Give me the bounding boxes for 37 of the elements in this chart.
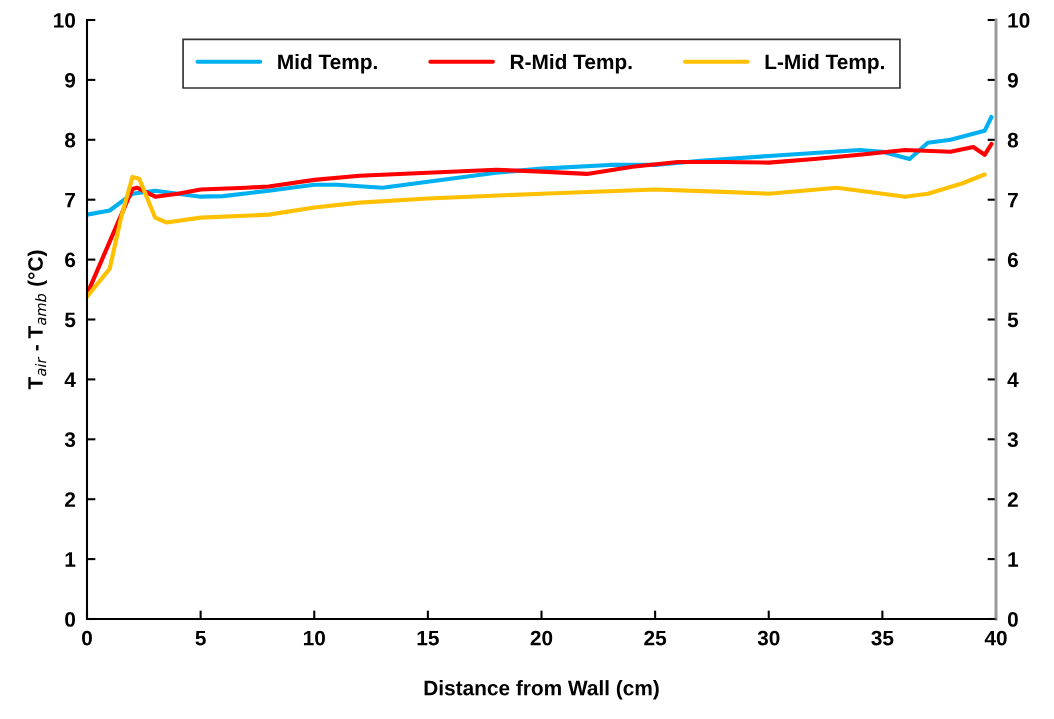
x-tick-label: 25 [644, 630, 667, 646]
x-tick-label: 20 [530, 630, 553, 646]
legend-label: Mid Temp. [278, 53, 377, 74]
y2-tick-label: 8 [1007, 132, 1019, 148]
y-tick-label: 7 [65, 192, 75, 208]
y-tick-label: 6 [65, 252, 76, 268]
x-tick-label: 5 [195, 630, 206, 646]
x-tick-label: 30 [757, 630, 780, 646]
y2-tick-label: 10 [1008, 13, 1030, 28]
x-axis-title: Distance from Wall (cm) [424, 680, 659, 700]
y2-tick-label: 4 [1007, 372, 1019, 387]
line-series [87, 172, 987, 299]
x-tick-label: 35 [871, 630, 894, 646]
legend-label: L-Mid Temp. [765, 53, 884, 74]
x-tick-label: 15 [417, 630, 439, 646]
y-tick-label: 9 [65, 72, 76, 88]
y2-tick-label: 6 [1007, 252, 1018, 268]
y2-tick-label: 3 [1007, 432, 1018, 448]
y-tick-label: 0 [65, 612, 76, 627]
y2-tick-label: 9 [1007, 72, 1018, 88]
y-tick-label: 4 [64, 372, 76, 387]
y2-tick-label: 5 [1007, 312, 1019, 328]
x-tick-label: 40 [984, 630, 1007, 646]
x-tick-label: 0 [82, 630, 92, 646]
y-tick-label: 1 [65, 552, 76, 567]
y-tick-label: 2 [65, 492, 76, 507]
y-axis-title: T$_{air}$ - T$_{amb}$ (°C) [27, 250, 47, 390]
y2-tick-label: 0 [1007, 612, 1018, 627]
y2-tick-label: 2 [1007, 492, 1018, 507]
y2-tick-label: 7 [1008, 192, 1018, 208]
y-tick-label: 10 [54, 13, 76, 28]
x-tick-label: 10 [303, 630, 325, 646]
y-tick-label: 8 [64, 132, 76, 148]
y-tick-label: 5 [64, 312, 76, 328]
y2-tick-label: 1 [1008, 552, 1019, 567]
y-tick-label: 3 [64, 432, 76, 448]
legend-label: R-Mid Temp. [510, 53, 632, 74]
